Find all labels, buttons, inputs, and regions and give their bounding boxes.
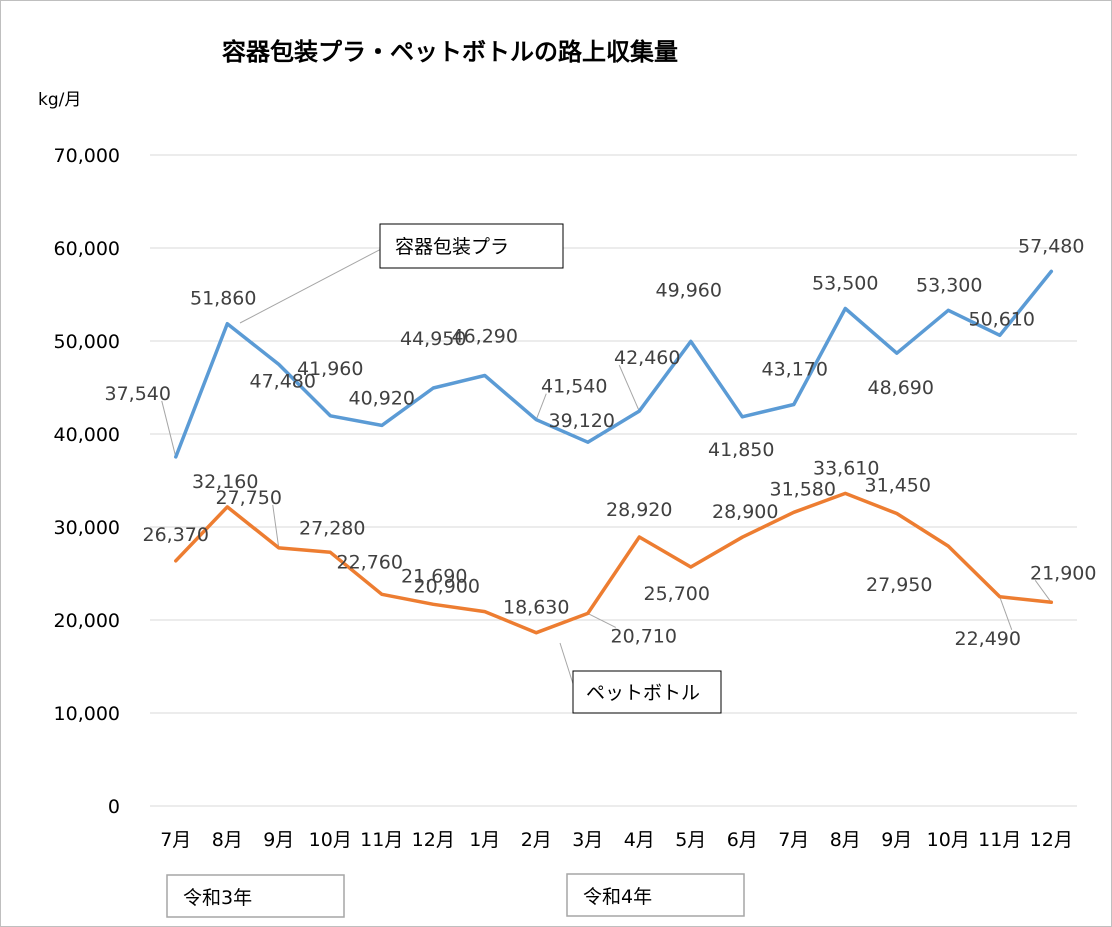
callout-plastic-label: 容器包装プラ (395, 236, 509, 258)
x-tick-label: 2月 (521, 829, 552, 851)
data-label-leader (999, 596, 1013, 631)
callout-plastic: 容器包装プラ (239, 223, 564, 324)
data-label-pet: 25,700 (644, 583, 710, 605)
x-tick-label: 9月 (263, 829, 294, 851)
data-label-leader (1034, 580, 1052, 603)
data-label-plastic: 49,960 (656, 279, 722, 301)
data-label-plastic: 41,960 (297, 358, 363, 380)
gridlines (150, 154, 1077, 807)
era-text-r4: 令和4年 (583, 886, 652, 908)
x-tick-label: 4月 (624, 829, 655, 851)
era-label-r3: 令和3年 (166, 874, 345, 918)
era-text-r3: 令和3年 (183, 887, 252, 909)
data-label-pet: 26,370 (143, 524, 209, 546)
data-label-plastic: 44,950 (400, 328, 466, 350)
series-line-plastic (174, 269, 1054, 459)
data-label-plastic: 41,850 (708, 439, 774, 461)
data-label-pet: 28,920 (606, 499, 672, 521)
data-label-leader (587, 612, 616, 628)
data-label-plastic: 51,860 (190, 288, 256, 310)
data-label-plastic: 48,690 (868, 377, 934, 399)
callout-pet-box (572, 670, 722, 714)
data-label-pet: 28,900 (712, 501, 778, 523)
y-tick-label: 10,000 (54, 703, 120, 725)
data-label-leader (618, 364, 640, 412)
data-label-pet: 20,900 (414, 576, 480, 598)
y-tick-label: 30,000 (54, 517, 120, 539)
series-line-pet (174, 491, 1054, 635)
data-label-plastic: 53,500 (812, 272, 878, 294)
data-label-plastic: 50,610 (969, 308, 1035, 330)
callout-plastic-leader (239, 247, 384, 324)
data-label-plastic: 39,120 (549, 410, 615, 432)
data-label-pet: 31,580 (770, 478, 836, 500)
y-tick-label: 70,000 (54, 145, 120, 167)
data-label-plastic: 46,290 (452, 326, 518, 348)
data-label-pet: 21,900 (1030, 562, 1096, 584)
x-tick-label: 11月 (978, 829, 1021, 851)
y-tick-label: 40,000 (54, 424, 120, 446)
x-tick-label: 8月 (830, 829, 861, 851)
x-tick-label: 12月 (412, 829, 455, 851)
data-label-pet: 27,750 (216, 487, 282, 509)
x-tick-label: 1月 (469, 829, 500, 851)
y-tick-label: 50,000 (54, 331, 120, 353)
data-label-plastic: 41,540 (541, 376, 607, 398)
y-tick-label: 0 (108, 796, 120, 818)
x-tick-label: 7月 (160, 829, 191, 851)
x-tick-label: 10月 (309, 829, 352, 851)
x-tick-label: 6月 (727, 829, 758, 851)
x-tick-label: 5月 (675, 829, 706, 851)
x-tick-label: 11月 (360, 829, 403, 851)
y-unit-label: kg/月 (38, 90, 81, 110)
leader-lines (161, 364, 1052, 631)
y-axis-ticks: 0 10,000 20,000 30,000 40,000 50,000 60,000 70,… (54, 145, 120, 818)
data-label-pet: 22,490 (955, 628, 1021, 650)
data-label-pet: 20,710 (611, 625, 677, 647)
series-lines (174, 269, 1054, 635)
data-label-plastic: 42,460 (614, 347, 680, 369)
y-tick-label: 60,000 (54, 238, 120, 260)
x-tick-label: 7月 (778, 829, 809, 851)
data-label-pet: 32,160 (192, 471, 258, 493)
chart-title: 容器包装プラ・ペットボトルの路上収集量 (222, 38, 678, 66)
era-box-r3 (166, 874, 345, 918)
data-label-pet: 27,950 (866, 574, 932, 596)
x-tick-label: 8月 (212, 829, 243, 851)
callout-plastic-box (379, 223, 564, 269)
x-tick-label: 9月 (881, 829, 912, 851)
data-label-pet: 22,760 (337, 551, 403, 573)
callout-pet: ペットボトル (559, 642, 722, 714)
data-label-leader (161, 400, 177, 457)
data-label-plastic: 53,300 (916, 274, 982, 296)
data-label-plastic: 47,480 (250, 370, 316, 392)
data-label-plastic: 43,170 (762, 359, 828, 381)
x-tick-label: 10月 (927, 829, 970, 851)
data-label-pet: 31,450 (865, 475, 931, 497)
data-label-plastic: 57,480 (1018, 235, 1084, 257)
data-label-leader (535, 393, 547, 420)
era-label-r4: 令和4年 (566, 873, 745, 917)
callout-pet-label: ペットボトル (586, 682, 700, 704)
era-box-r4 (566, 873, 745, 917)
data-label-leader (272, 504, 280, 548)
data-label-pet: 21,690 (401, 565, 467, 587)
x-tick-label: 3月 (572, 829, 603, 851)
data-label-pet: 18,630 (503, 597, 569, 619)
data-label-pet: 27,280 (299, 517, 365, 539)
data-label-pet: 33,610 (813, 457, 879, 479)
x-axis-ticks: 7月 8月 9月 10月 11月 12月 1月 2月 3月 4月 5月 6月 7月 8月 9月 10月 11月 1… (160, 829, 1073, 851)
y-tick-label: 20,000 (54, 610, 120, 632)
x-tick-label: 12月 (1030, 829, 1073, 851)
data-label-plastic: 37,540 (105, 383, 171, 405)
data-label-plastic: 40,920 (349, 387, 415, 409)
